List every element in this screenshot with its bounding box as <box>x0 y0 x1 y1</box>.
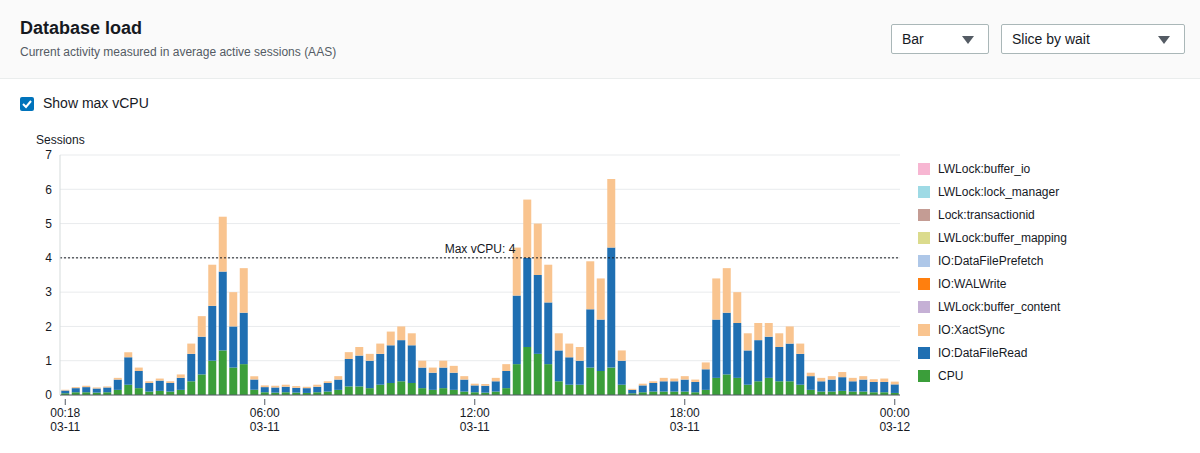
svg-text:2: 2 <box>45 320 52 334</box>
html-text:LWLock:buffer_mapping: LWLock:buffer_mapping <box>938 230 1067 245</box>
svg-text:1: 1 <box>45 354 52 368</box>
html-text:Bar: Bar <box>902 31 924 47</box>
svg-text:00:0003-12: 00:0003-12 <box>879 406 910 434</box>
html-text:LWLock:lock_manager: LWLock:lock_manager <box>938 184 1060 199</box>
svg-text:7: 7 <box>45 148 52 162</box>
html-text:Slice by wait: Slice by wait <box>1012 31 1090 47</box>
html-text:Current activity measured in a: Current activity measured in average act… <box>20 45 337 59</box>
svg-text:18:0003-11: 18:0003-11 <box>670 406 700 434</box>
html-text:IO:DataFileRead: IO:DataFileRead <box>938 345 1028 360</box>
html-text:IO:XactSync: IO:XactSync <box>938 322 1005 337</box>
html-text:Show max vCPU: Show max vCPU <box>43 95 149 111</box>
html-text:CPU: CPU <box>938 368 964 383</box>
html-text:IO:WALWrite: IO:WALWrite <box>938 276 1007 291</box>
svg-text:3: 3 <box>45 285 52 299</box>
html-text:Lock:transactionid: Lock:transactionid <box>938 207 1035 222</box>
svg-text:6: 6 <box>45 183 52 197</box>
svg-text:06:0003-11: 06:0003-11 <box>250 406 280 434</box>
svg-text:5: 5 <box>45 217 52 231</box>
svg-text:12:0003-11: 12:0003-11 <box>460 406 490 434</box>
html-text:IO:DataFilePrefetch: IO:DataFilePrefetch <box>938 253 1044 268</box>
svg-text:4: 4 <box>45 251 52 265</box>
html-text:Sessions: Sessions <box>36 133 85 147</box>
svg-text:0: 0 <box>45 388 52 402</box>
svg-text:00:1803-11: 00:1803-11 <box>50 406 80 434</box>
html-text:LWLock:buffer_content: LWLock:buffer_content <box>938 299 1061 314</box>
html-text:LWLock:buffer_io: LWLock:buffer_io <box>938 161 1031 176</box>
svg-text:Max vCPU: 4: Max vCPU: 4 <box>445 242 516 256</box>
html-text:Database load: Database load <box>20 18 142 38</box>
